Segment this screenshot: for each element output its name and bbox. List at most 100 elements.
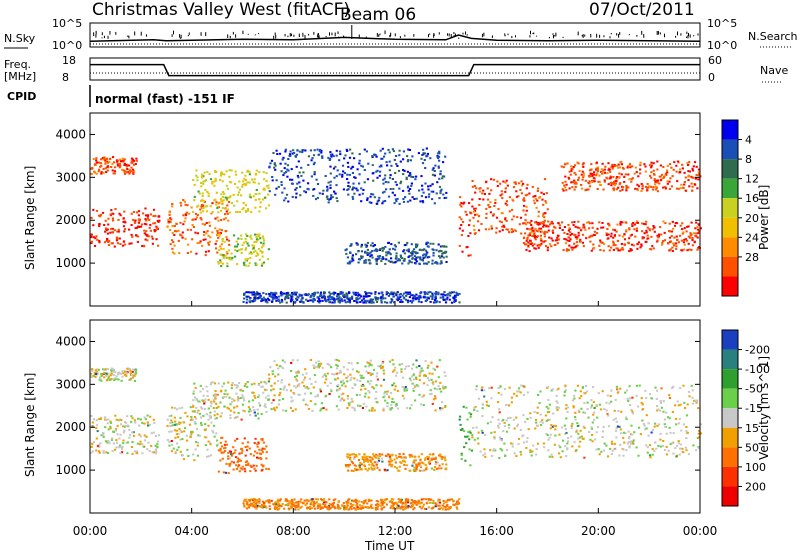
heatmap-cell <box>532 195 535 198</box>
heatmap-cell <box>409 300 412 303</box>
heatmap-cell <box>395 402 398 405</box>
heatmap-cell <box>696 225 699 228</box>
heatmap-cell <box>542 421 545 424</box>
heatmap-cell <box>627 173 630 176</box>
heatmap-cell <box>366 455 369 458</box>
heatmap-cell <box>395 200 398 203</box>
heatmap-cell <box>572 181 575 183</box>
heatmap-cell <box>575 182 578 185</box>
heatmap-cell <box>173 423 176 426</box>
heatmap-cell <box>614 244 617 247</box>
heatmap-cell <box>526 437 529 440</box>
heatmap-cell <box>236 193 239 196</box>
heatmap-cell <box>219 447 222 450</box>
heatmap-cell <box>254 249 257 252</box>
heatmap-cell <box>391 401 394 403</box>
heatmap-cell <box>282 156 285 159</box>
heatmap-cell <box>256 233 259 236</box>
heatmap-cell <box>355 294 358 296</box>
heatmap-cell <box>144 238 147 241</box>
heatmap-cell <box>433 468 436 471</box>
heatmap-cell <box>294 188 297 191</box>
heatmap-cell <box>381 247 384 250</box>
heatmap-cell <box>339 291 342 294</box>
heatmap-cell <box>533 202 536 205</box>
heatmap-cell <box>596 168 599 171</box>
heatmap-cell <box>515 455 518 457</box>
heatmap-cell <box>107 372 110 375</box>
heatmap-cell <box>432 242 435 245</box>
heatmap-cell <box>350 499 353 502</box>
heatmap-cell <box>588 227 591 230</box>
heatmap-cell <box>265 293 268 296</box>
heatmap-cell <box>436 155 439 158</box>
heatmap-cell <box>564 242 568 245</box>
heatmap-cell <box>316 196 319 199</box>
heatmap-cell <box>553 244 556 246</box>
heatmap-cell <box>565 183 568 186</box>
heatmap-cell <box>197 204 200 207</box>
heatmap-cell <box>415 260 418 263</box>
heatmap-cell <box>577 409 580 412</box>
heatmap-cell <box>189 433 192 436</box>
heatmap-cell <box>338 301 341 304</box>
heatmap-cell <box>646 446 649 449</box>
heatmap-cell <box>415 175 418 178</box>
heatmap-cell <box>252 181 255 184</box>
heatmap-cell <box>169 422 172 424</box>
heatmap-cell <box>90 216 93 219</box>
heatmap-cell <box>260 385 263 388</box>
heatmap-cell <box>567 406 570 409</box>
heatmap-cell <box>686 162 689 165</box>
heatmap-cell <box>424 167 427 169</box>
heatmap-cell <box>591 222 594 225</box>
heatmap-cell <box>213 410 216 413</box>
heatmap-cell <box>236 211 239 214</box>
heatmap-cell <box>376 378 379 381</box>
heatmap-cell <box>157 440 160 443</box>
heatmap-cell <box>309 149 312 152</box>
heatmap-cell <box>356 298 359 301</box>
heatmap-cell <box>204 428 208 430</box>
heatmap-cell <box>623 441 626 444</box>
heatmap-cell <box>241 396 245 399</box>
heatmap-cell <box>199 217 202 219</box>
heatmap-cell <box>611 165 615 168</box>
heatmap-cell <box>212 398 215 401</box>
heatmap-cell <box>91 450 94 453</box>
heatmap-cell <box>352 259 355 262</box>
heatmap-cell <box>647 186 650 189</box>
heatmap-cell <box>654 188 657 191</box>
heatmap-cell <box>111 217 114 220</box>
heatmap-cell <box>315 178 318 181</box>
heatmap-cell <box>384 297 387 300</box>
heatmap-cell <box>439 256 442 259</box>
heatmap-cell <box>697 446 700 449</box>
heatmap-cell <box>378 165 381 168</box>
heatmap-cell <box>682 451 685 454</box>
heatmap-cell <box>547 229 550 232</box>
heatmap-cell <box>293 291 296 294</box>
heatmap-cell <box>603 442 606 445</box>
heatmap-cell <box>346 368 349 371</box>
heatmap-cell <box>650 397 654 400</box>
heatmap-cell <box>217 236 220 239</box>
heatmap-cell <box>501 225 504 228</box>
heatmap-cell <box>373 467 376 470</box>
heatmap-cell <box>90 236 93 239</box>
heatmap-cell <box>631 165 634 168</box>
heatmap-cell <box>146 239 149 242</box>
heatmap-cell <box>385 291 388 294</box>
heatmap-cell <box>517 195 520 198</box>
heatmap-cell <box>92 208 95 211</box>
heatmap-cell <box>250 252 254 255</box>
heatmap-cell <box>597 392 600 395</box>
heatmap-cell <box>130 161 133 164</box>
heatmap-cell <box>426 152 429 155</box>
heatmap-cell <box>261 439 264 442</box>
heatmap-cell <box>595 174 598 177</box>
heatmap-cell <box>438 359 441 362</box>
heatmap-cell <box>332 293 336 296</box>
heatmap-cell <box>237 465 240 468</box>
heatmap-cell <box>507 228 510 231</box>
